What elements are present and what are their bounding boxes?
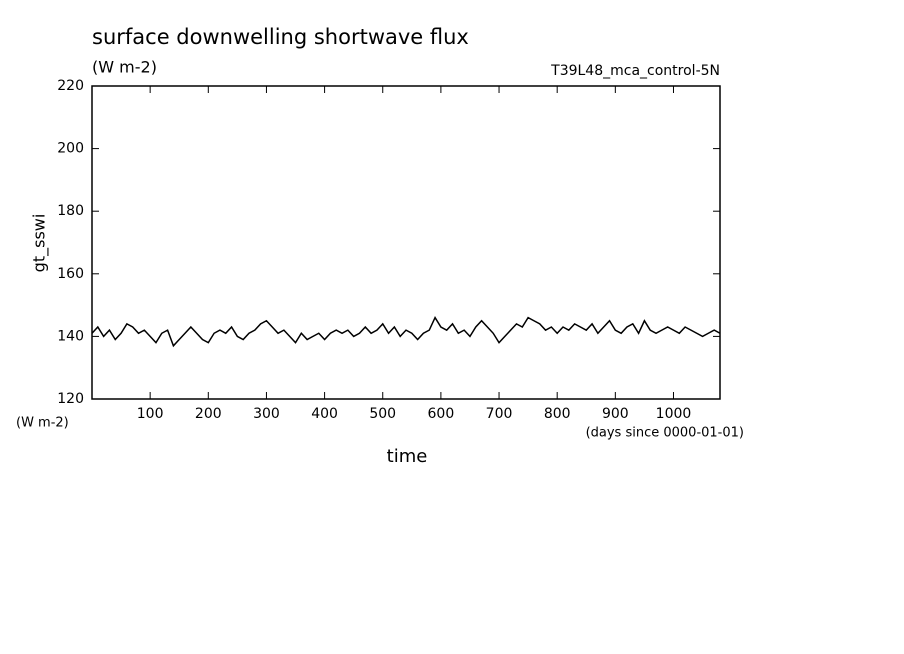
plot-frame — [91, 85, 721, 400]
data-line — [91, 316, 721, 348]
y-axis-label: gt_sswi — [30, 214, 50, 273]
y-tick-label: 200 — [57, 141, 84, 157]
y-tick-label: 160 — [57, 266, 84, 282]
x-tick-label: 100 — [137, 406, 164, 422]
x-tick-label: 700 — [486, 406, 513, 422]
x-tick-label: 200 — [195, 406, 222, 422]
x-tick-label: 300 — [253, 406, 280, 422]
x-axis-label: time — [387, 446, 428, 467]
x-tick-label: 500 — [369, 406, 396, 422]
y-tick-label: 180 — [57, 203, 84, 219]
y-unit: (W m-2) — [16, 416, 69, 431]
y-tick-label: 140 — [57, 328, 84, 344]
x-tick-label: 400 — [311, 406, 338, 422]
x-tick-label: 800 — [544, 406, 571, 422]
y-tick-label: 220 — [57, 78, 84, 94]
x-unit: (days since 0000-01-01) — [586, 426, 744, 441]
chart-subtitle: (W m-2) — [92, 58, 157, 77]
x-tick-label: 1000 — [656, 406, 692, 422]
chart-title: surface downwelling shortwave flux — [92, 25, 469, 49]
y-tick-label: 120 — [57, 391, 84, 407]
annotation: T39L48_mca_control-5N — [550, 63, 720, 79]
x-tick-label: 600 — [428, 406, 455, 422]
x-tick-label: 900 — [602, 406, 629, 422]
